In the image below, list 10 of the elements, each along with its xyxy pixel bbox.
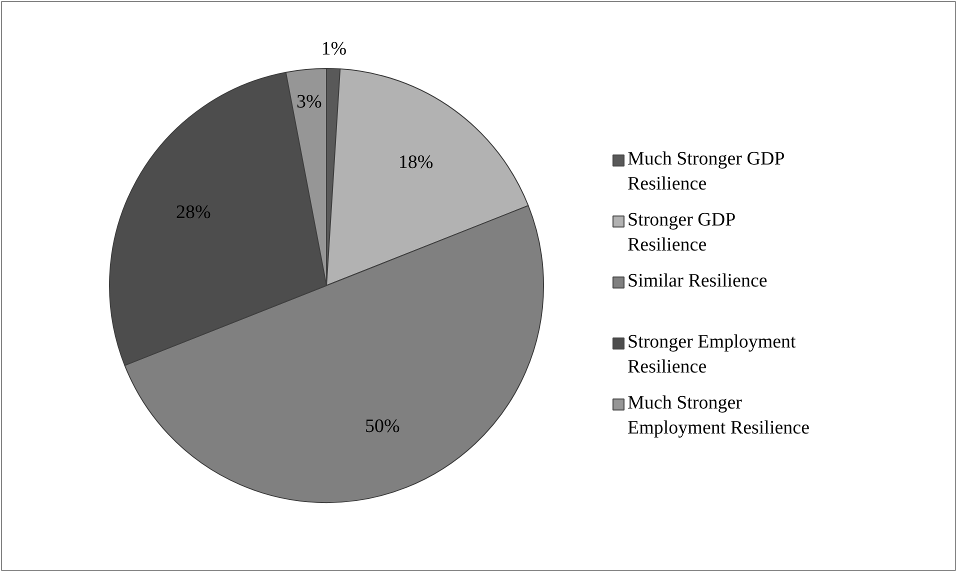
legend-label: Stronger Employment Resilience xyxy=(628,332,797,378)
legend-label: Much Stronger GDP Resilience xyxy=(628,148,785,195)
data-label: 18% xyxy=(398,152,434,174)
data-label: 50% xyxy=(365,416,400,438)
legend-label: Much Stronger Employment Resilience xyxy=(628,392,810,439)
data-label: 28% xyxy=(176,202,211,223)
legend-label: Stronger GDP Resilience xyxy=(628,210,736,256)
legend-label: Similar Resilience xyxy=(628,270,768,292)
data-label: 3% xyxy=(296,91,322,112)
data-label: 1% xyxy=(321,38,347,60)
